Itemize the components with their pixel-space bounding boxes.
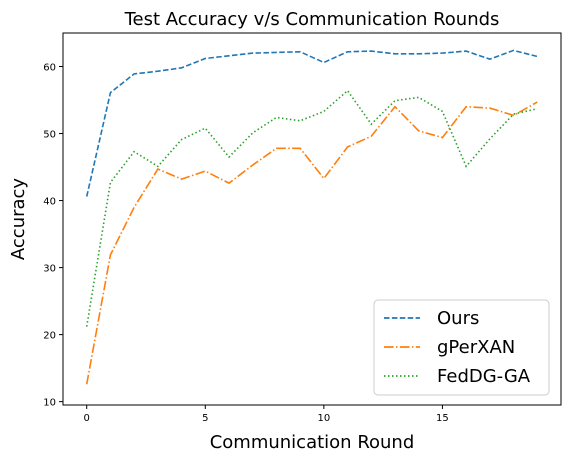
y-tick-label: 40 (43, 197, 56, 208)
series-line-ours (85, 49, 538, 197)
legend-label: Ours (437, 308, 479, 329)
x-tick-label: 10 (317, 413, 330, 424)
y-tick-label: 60 (43, 63, 56, 74)
y-tick-label: 50 (43, 130, 56, 141)
series-layer (85, 49, 538, 385)
y-tick-label: 20 (43, 331, 56, 342)
x-axis-ticks: 0 5 10 15 (84, 405, 449, 424)
x-tick-label: 15 (436, 413, 449, 424)
chart-title: Test Accuracy v/s Communication Rounds (124, 9, 500, 30)
y-axis-ticks: 10 20 30 40 50 60 (43, 63, 63, 409)
series-line-gperxan (85, 101, 538, 385)
x-axis-label: Communication Round (210, 432, 415, 453)
legend-label: FedDG-GA (437, 366, 531, 387)
legend-box (373, 299, 550, 396)
legend: Ours gPerXAN FedDG-GA (373, 299, 550, 396)
plot-area-frame (62, 32, 562, 406)
legend-label: gPerXAN (437, 337, 515, 358)
y-tick-label: 30 (43, 264, 56, 275)
x-tick-label: 5 (202, 413, 208, 424)
x-tick-label: 0 (84, 413, 90, 424)
y-tick-label: 10 (43, 398, 56, 409)
y-axis-label: Accuracy (8, 178, 29, 261)
